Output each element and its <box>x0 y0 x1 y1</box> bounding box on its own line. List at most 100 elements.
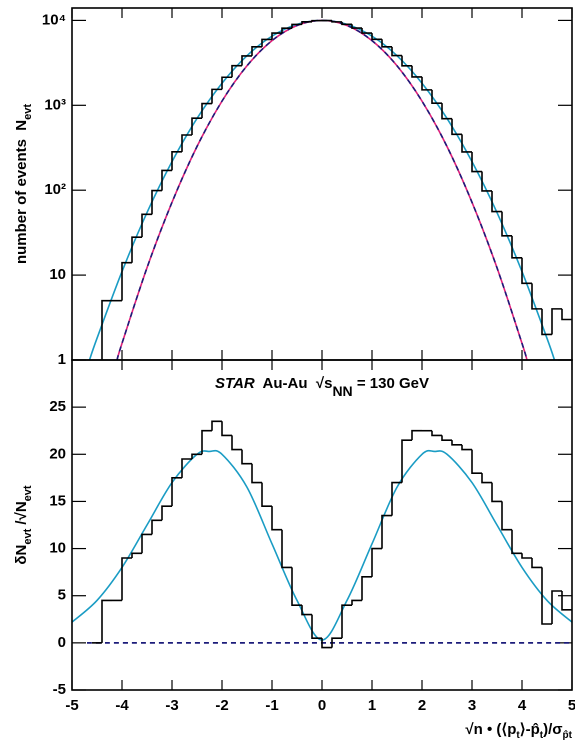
histogram-bin <box>241 449 252 465</box>
annotation-part: NN <box>332 383 352 399</box>
y-axis-label-part: evt <box>22 104 34 120</box>
x-axis-label-part: ⟩-p̂ <box>520 721 540 738</box>
plot-area <box>72 420 572 649</box>
frame <box>71 359 573 691</box>
y-axis-label-part: number of events N <box>13 120 30 264</box>
curve <box>72 449 572 641</box>
y-tick-label: 10 <box>49 266 66 283</box>
histogram-bin <box>191 453 202 459</box>
histogram-bin <box>521 257 532 285</box>
histogram-bin <box>131 552 142 558</box>
y-tick-label: 0 <box>58 634 66 651</box>
histogram-bin <box>501 501 512 531</box>
histogram-bin <box>331 637 342 648</box>
histogram-bin <box>151 189 162 215</box>
x-axis-label-part: t <box>516 730 520 741</box>
histogram-bin <box>411 429 422 441</box>
y-tick-label: -5 <box>53 681 66 698</box>
histogram-bin <box>351 599 362 606</box>
annotation-part: STAR <box>215 375 255 392</box>
histogram-bin <box>371 33 382 41</box>
annotation-part: = 130 GeV <box>353 375 429 392</box>
histogram-bin <box>541 308 552 336</box>
histogram-bin <box>341 604 352 639</box>
histogram-bin <box>161 169 172 191</box>
histogram-bin <box>501 211 512 237</box>
histogram-bin <box>211 88 222 104</box>
histogram-bin <box>511 529 522 555</box>
histogram-bin <box>241 55 252 66</box>
histogram-bin <box>351 24 362 29</box>
histogram-bin <box>531 558 542 569</box>
curve <box>116 19 528 360</box>
histogram-bin <box>291 567 302 606</box>
histogram-bin <box>451 118 462 136</box>
frame <box>71 7 573 361</box>
histogram-bin <box>461 134 472 153</box>
y-tick-label: 10 <box>49 540 66 557</box>
histogram-bin <box>231 64 242 78</box>
histogram-bin <box>341 21 352 26</box>
histogram-bin <box>131 236 142 263</box>
histogram-bin <box>471 449 482 474</box>
y-tick-label: 5 <box>58 587 66 604</box>
annotation: STAR Au-Au √sNN = 130 GeV <box>215 375 429 399</box>
histogram-bin <box>171 477 182 507</box>
histogram-bin <box>121 557 132 601</box>
y-axis-label-part: evt <box>22 528 34 544</box>
x-tick-label: -5 <box>65 697 78 714</box>
y-tick-label: 10² <box>44 181 66 198</box>
histogram-bin <box>201 429 212 455</box>
x-axis-label-part: )/σ <box>543 721 562 738</box>
histogram-bin <box>411 65 422 78</box>
x-tick-label: 5 <box>568 697 575 714</box>
x-tick-label: -4 <box>115 697 129 714</box>
histogram-bin <box>221 76 232 90</box>
histogram-bin <box>181 134 192 152</box>
histogram-bin <box>291 23 302 29</box>
histogram-bin <box>181 458 192 478</box>
x-tick-label: -2 <box>215 697 228 714</box>
histogram-bin <box>311 614 322 639</box>
histogram-bin <box>251 463 262 484</box>
histogram-bin <box>381 39 392 48</box>
histogram-bin <box>401 439 412 483</box>
histogram-bin <box>271 32 282 40</box>
curve-dash <box>116 19 528 360</box>
histogram-bin <box>541 567 552 625</box>
histogram-bin <box>261 482 272 507</box>
histogram-bin <box>141 533 152 554</box>
histogram-bin <box>231 435 242 451</box>
histogram-bin <box>191 117 202 135</box>
histogram-bin <box>261 38 272 47</box>
histogram-bin <box>561 591 572 611</box>
histogram-bin <box>331 20 342 23</box>
histogram-bin <box>391 481 402 516</box>
x-axis-label-part: p̂t <box>563 730 573 741</box>
x-tick-label: 3 <box>468 697 476 714</box>
histogram-bin <box>431 430 442 437</box>
x-tick-label: 0 <box>318 697 326 714</box>
histogram-bin <box>561 308 572 321</box>
y-tick-label: 10³ <box>44 96 66 113</box>
y-axis-label-part: evt <box>22 485 34 501</box>
histogram-bin <box>481 171 492 192</box>
histogram-bin <box>421 76 432 91</box>
histogram-bin <box>321 638 332 649</box>
y-axis-label: number of events Nevt <box>13 104 34 264</box>
histogram-bin <box>361 28 372 34</box>
histogram-bin <box>551 308 562 335</box>
y-tick-label: 20 <box>49 445 66 462</box>
y-axis-label: δNevt /√Nevt <box>13 485 34 564</box>
histogram-bin <box>381 514 392 549</box>
histogram-bin <box>311 19 322 22</box>
histogram-bin <box>531 283 542 310</box>
y-tick-label: 25 <box>49 398 66 415</box>
histogram-bin <box>441 435 452 441</box>
histogram-bin <box>211 420 222 431</box>
y-tick-label: 1 <box>58 351 66 368</box>
histogram-bin <box>161 505 172 521</box>
x-tick-label: 2 <box>418 697 426 714</box>
x-tick-label: -3 <box>165 697 178 714</box>
x-axis-label: √n • (⟨pt⟩-p̂t)/σp̂t <box>465 721 572 741</box>
